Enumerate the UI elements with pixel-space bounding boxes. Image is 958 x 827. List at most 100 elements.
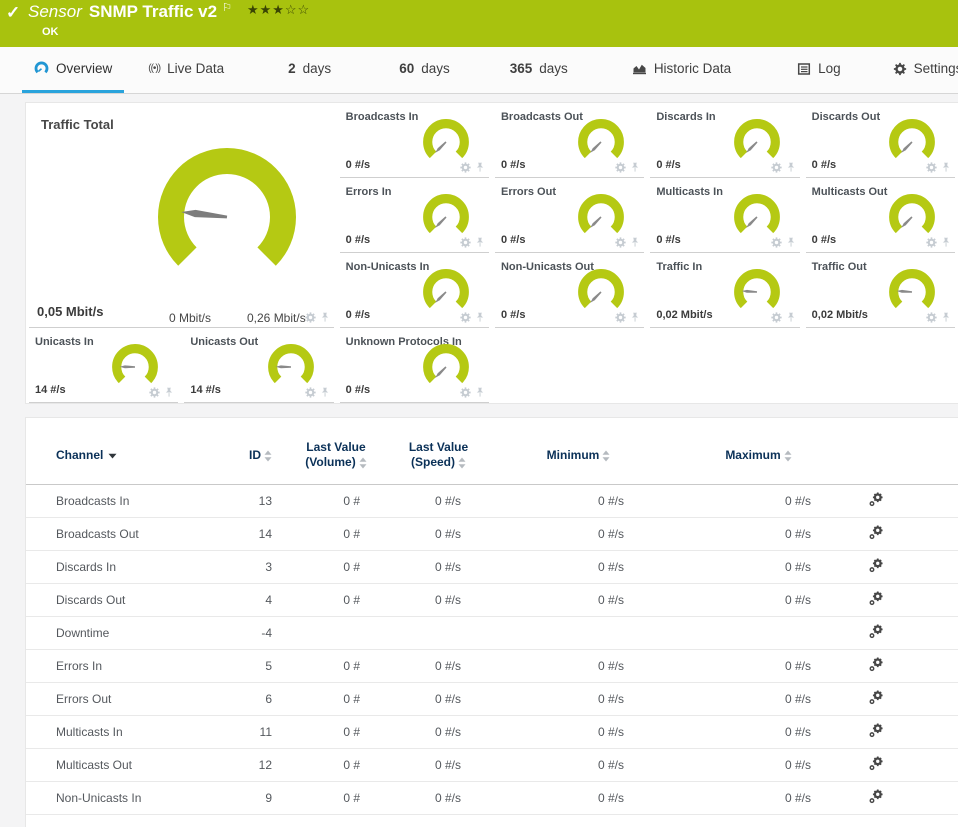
column-header-channel[interactable]: Channel [26,418,211,485]
channel-settings-gear-icon[interactable] [869,558,883,576]
gear-icon[interactable] [926,237,937,248]
tab-365-days[interactable]: 365 days [509,61,568,76]
tab-2-days[interactable]: 2 days [288,61,332,76]
column-header-id[interactable]: ID [211,418,286,485]
pin-icon[interactable] [320,387,330,398]
pin-icon[interactable] [941,237,951,248]
tab-log[interactable]: Log [785,47,853,93]
channel-name: Errors Out [26,682,211,716]
channel-minimum: 0 #/s [491,649,666,683]
channel-id: 4 [211,583,286,617]
chevron-down-icon[interactable] [108,453,117,459]
gauge-cell-unicasts-out[interactable]: Unicasts Out 14 #/s [184,328,334,403]
pin-icon[interactable] [475,312,485,323]
pin-icon[interactable] [786,312,796,323]
gear-icon[interactable] [926,312,937,323]
gauge-value: 14 #/s [190,384,221,396]
gauge-cell-traffic-out[interactable]: Traffic Out 0,02 Mbit/s [805,253,955,328]
gauge-cell-errors-in[interactable]: Errors In 0 #/s [339,178,489,253]
gauge-cell-unknown-protocols-in[interactable]: Unknown Protocols In 0 #/s [339,328,489,403]
gear-icon[interactable] [149,387,160,398]
gauge-cell-non-unicasts-out[interactable]: Non-Unicasts Out 0 #/s [494,253,645,328]
channel-row-errors-out: Errors Out 6 0 # 0 #/s 0 #/s 0 #/s [26,682,958,716]
sort-icon[interactable] [458,457,466,469]
priority-stars[interactable]: ★★★☆☆ [246,2,311,17]
pin-icon[interactable] [475,387,485,398]
gear-icon[interactable] [771,312,782,323]
pin-icon[interactable] [630,312,640,323]
gauge-value: 0,02 Mbit/s [811,309,868,321]
gear-icon[interactable] [460,312,471,323]
channel-name: Downtime [26,616,211,650]
channel-settings-gear-icon[interactable] [869,690,883,708]
gear-icon[interactable] [615,312,626,323]
channel-minimum: 0 #/s [491,682,666,716]
pin-icon[interactable] [786,237,796,248]
channel-row-downtime: Downtime -4 [26,616,958,650]
gear-icon[interactable] [771,237,782,248]
tab-settings[interactable]: Settings [881,47,958,93]
channel-last-value-speed: 0 #/s [386,649,491,683]
sort-icon[interactable] [784,450,792,462]
gauge-cell-discards-in[interactable]: Discards In 0 #/s [650,103,800,178]
gear-icon[interactable] [305,312,316,323]
gauge-title: Unknown Protocols In [345,336,462,348]
sort-icon[interactable] [359,457,367,469]
sort-icon[interactable] [264,450,272,462]
pin-icon[interactable] [630,162,640,173]
column-header-last-value-speed[interactable]: Last Value (Speed) [386,418,491,485]
gear-icon[interactable] [305,387,316,398]
gauge-cell-discards-out[interactable]: Discards Out 0 #/s [805,103,955,178]
tab-overview[interactable]: Overview [22,47,125,93]
gear-icon[interactable] [615,162,626,173]
gauge-cell-multicasts-out[interactable]: Multicasts Out 0 #/s [805,178,955,253]
channel-settings-gear-icon[interactable] [869,624,883,642]
tab-live-data[interactable]: ((•)) Live Data [148,61,225,76]
channel-settings-gear-icon[interactable] [869,789,883,807]
gear-icon[interactable] [460,237,471,248]
gauge-value: 0 #/s [345,384,371,396]
gear-icon[interactable] [615,237,626,248]
tab-60-days[interactable]: 60 days [399,61,450,76]
pin-icon[interactable] [475,162,485,173]
channel-minimum: 0 #/s [491,550,666,584]
pin-icon[interactable] [941,162,951,173]
channel-row-discards-out: Discards Out 4 0 # 0 #/s 0 #/s 0 #/s [26,583,958,617]
channel-settings-gear-icon[interactable] [869,723,883,741]
channel-settings-gear-icon[interactable] [869,591,883,609]
mini-gauge [733,194,780,234]
pin-icon[interactable] [630,237,640,248]
tab-historic-data[interactable]: Historic Data [620,47,743,93]
priority-flag-icon[interactable]: ⚐ [222,2,232,14]
gear-icon[interactable] [460,387,471,398]
pin-icon[interactable] [941,312,951,323]
gear-icon[interactable] [460,162,471,173]
gear-icon[interactable] [926,162,937,173]
pin-icon[interactable] [320,312,330,323]
pin-icon[interactable] [786,162,796,173]
gauge-cell-broadcasts-out[interactable]: Broadcasts Out 0 #/s [494,103,645,178]
column-header-maximum[interactable]: Maximum [666,418,851,485]
gauge-cell-traffic-total[interactable]: Traffic Total 0 Mbit/s 0,26 Mbit/s 0,05 … [29,103,334,328]
gauge-cell-non-unicasts-in[interactable]: Non-Unicasts In 0 #/s [339,253,489,328]
sort-icon[interactable] [602,450,610,462]
column-header-minimum[interactable]: Minimum [491,418,666,485]
channel-row-discards-in: Discards In 3 0 # 0 #/s 0 #/s 0 #/s [26,550,958,584]
gauge-cell-broadcasts-in[interactable]: Broadcasts In 0 #/s [339,103,489,178]
channel-settings-gear-icon[interactable] [869,756,883,774]
channel-settings-gear-icon[interactable] [869,657,883,675]
column-header-last-value-volume[interactable]: Last Value (Volume) [286,418,386,485]
gear-icon[interactable] [771,162,782,173]
pin-icon[interactable] [475,237,485,248]
channel-id: 6 [211,682,286,716]
channel-maximum: 0 #/s [666,583,851,617]
pin-icon[interactable] [164,387,174,398]
channel-last-value-speed: 0 #/s [386,715,491,749]
channel-settings-gear-icon[interactable] [869,492,883,510]
gauge-cell-unicasts-in[interactable]: Unicasts In 14 #/s [29,328,179,403]
gauge-cell-multicasts-in[interactable]: Multicasts In 0 #/s [650,178,800,253]
channel-settings-gear-icon[interactable] [869,525,883,543]
gauge-cell-traffic-in[interactable]: Traffic In 0,02 Mbit/s [650,253,800,328]
gauge-cell-errors-out[interactable]: Errors Out 0 #/s [494,178,645,253]
channel-name: Broadcasts Out [26,517,211,551]
